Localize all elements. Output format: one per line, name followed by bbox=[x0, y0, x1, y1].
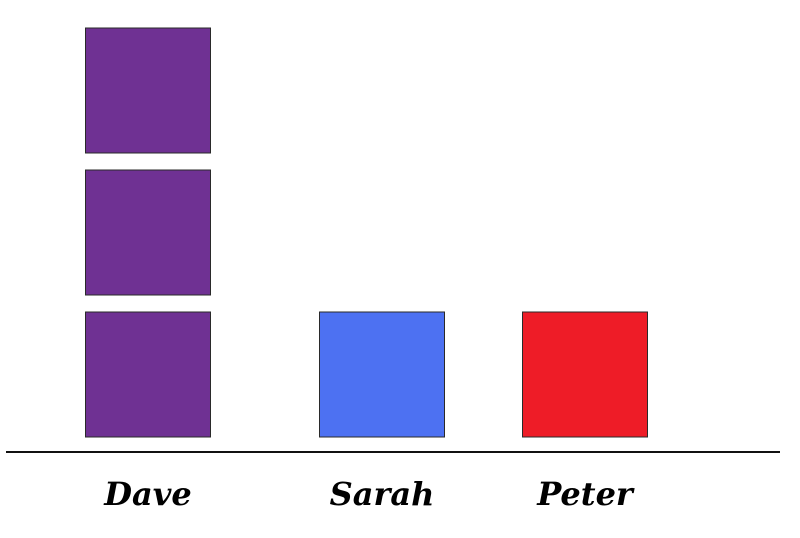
category-label-sarah: Sarah bbox=[330, 475, 435, 513]
category-label-peter: Peter bbox=[536, 475, 635, 513]
unit-block-dave-3 bbox=[85, 27, 211, 154]
blocks-layer bbox=[85, 27, 648, 438]
unit-block-peter-1 bbox=[522, 311, 648, 438]
unit-block-dave-2 bbox=[85, 169, 211, 296]
labels-layer: Dave Sarah Peter bbox=[103, 475, 635, 513]
unit-block-dave-1 bbox=[85, 311, 211, 438]
unit-block-sarah-1 bbox=[319, 311, 445, 438]
category-label-dave: Dave bbox=[103, 475, 191, 513]
